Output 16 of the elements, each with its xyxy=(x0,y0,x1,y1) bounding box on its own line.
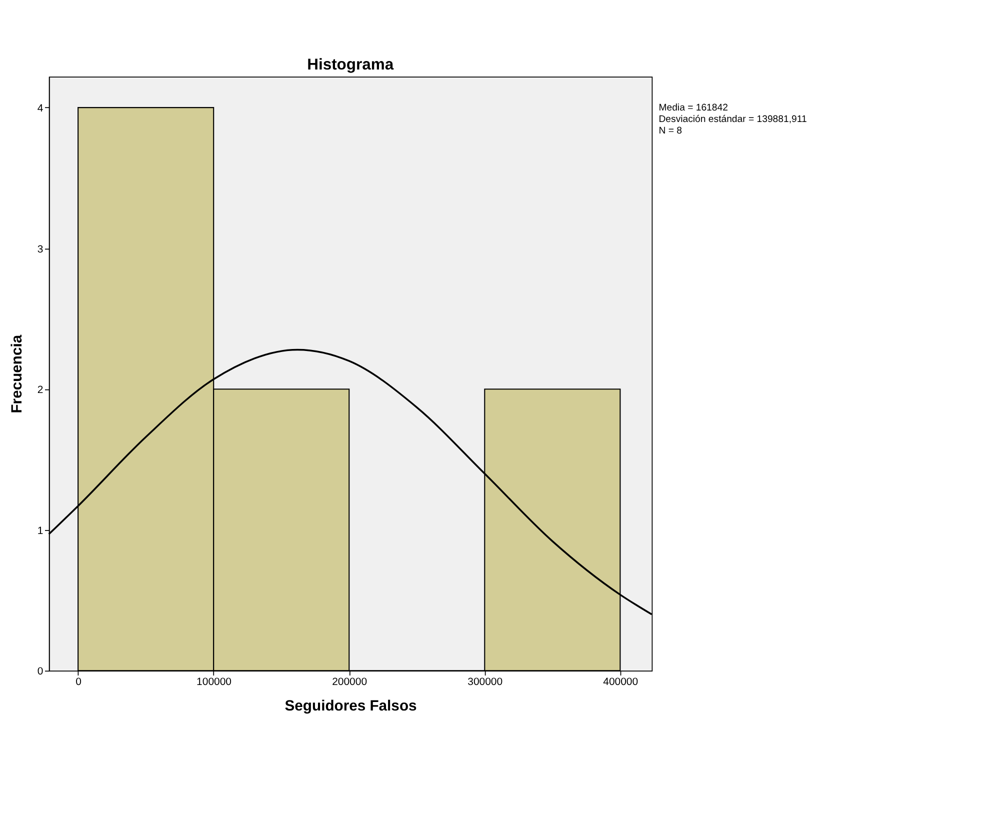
x-tick-label: 0 xyxy=(76,677,82,688)
text: Media = 161842 xyxy=(658,102,728,114)
chart-title: Histograma xyxy=(307,56,394,74)
y-tick-label: 4 xyxy=(37,104,44,114)
y-tick-label: 2 xyxy=(37,385,44,396)
x-tick-label: 300000 xyxy=(468,677,503,688)
x-axis-title: Seguidores Falsos xyxy=(284,698,417,714)
x-tick-label: 400000 xyxy=(603,677,638,688)
y-axis-title: Frecuencia xyxy=(10,334,26,414)
x-tick-label: 100000 xyxy=(196,677,232,688)
y-tick-label: 3 xyxy=(37,244,44,256)
x-tick-label: 200000 xyxy=(332,677,368,688)
text: N = 8 xyxy=(658,125,682,136)
text: Desviación estándar = 139881,911 xyxy=(658,114,807,126)
y-tick-label: 0 xyxy=(37,666,44,678)
y-tick-label: 1 xyxy=(37,526,44,537)
